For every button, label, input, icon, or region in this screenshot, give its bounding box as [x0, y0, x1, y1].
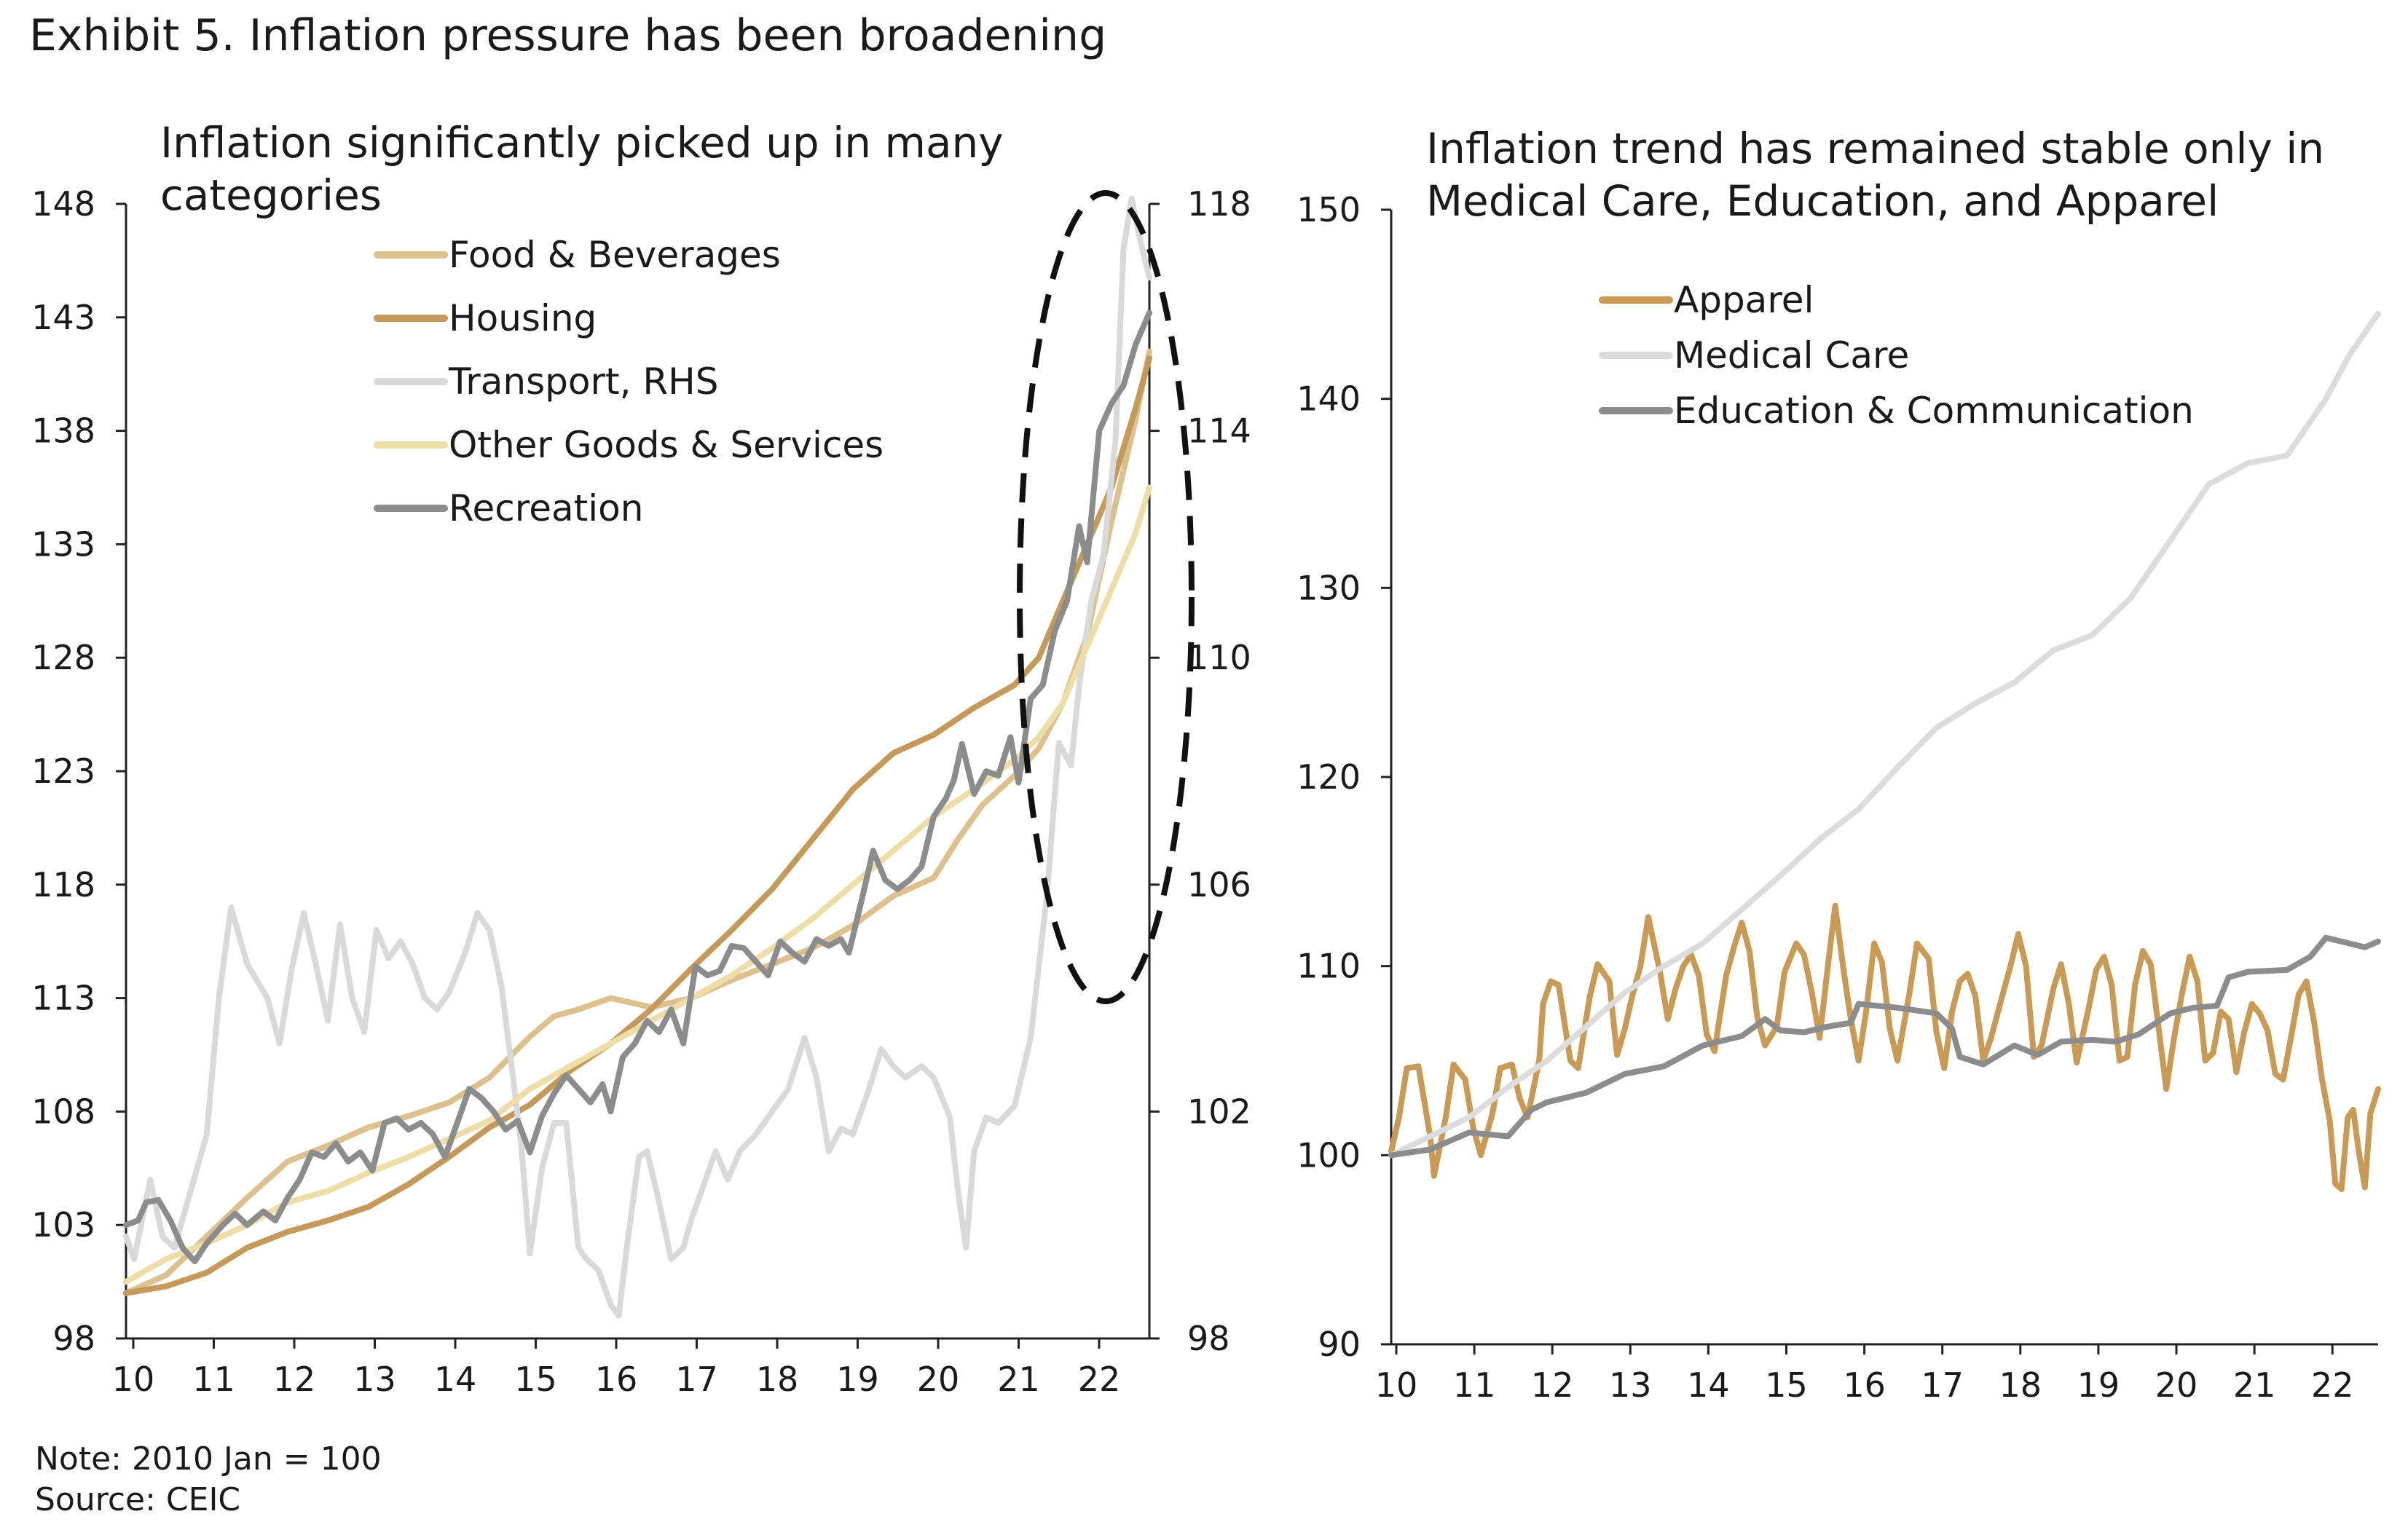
left-y-tick-label: 118: [31, 865, 95, 904]
right-x-tick-label: 18: [1999, 1365, 2042, 1405]
left-x-tick-label: 21: [997, 1360, 1040, 1399]
right-y-tick-label: 110: [1297, 947, 1361, 986]
series-education-communication-line: [1388, 934, 2381, 1159]
left-x-tick-label: 15: [514, 1360, 557, 1399]
legend-other-goods-services-label: Other Goods & Services: [449, 424, 884, 466]
exhibit-title: Exhibit 5. Inflation pressure has been b…: [29, 10, 1107, 61]
left-x-tick-label: 17: [675, 1360, 718, 1399]
left-y-tick-label: 103: [31, 1205, 95, 1245]
left-y-right-tick-label: 118: [1187, 184, 1251, 224]
right-x-tick-label: 21: [2233, 1365, 2276, 1405]
left-x-tick-label: 10: [112, 1360, 155, 1399]
right-x-tick-label: 22: [2311, 1365, 2354, 1405]
left-x-tick-label: 19: [836, 1360, 879, 1399]
right-y-tick-label: 90: [1318, 1325, 1361, 1364]
left-y-right-tick-label: 110: [1187, 638, 1251, 677]
left-y-tick-label: 128: [31, 638, 95, 677]
right-x-tick-label: 20: [2155, 1365, 2198, 1405]
legend-transport-rhs-label: Transport, RHS: [448, 360, 718, 403]
right-x-tick-label: 14: [1687, 1365, 1730, 1405]
series-housing-line: [123, 355, 1152, 1296]
left-y-tick-label: 98: [52, 1319, 95, 1358]
right-y-tick-label: 140: [1297, 379, 1361, 419]
right-chart-title-line-2: Medical Care, Education, and Apparel: [1426, 176, 2219, 226]
right-x-tick-label: 12: [1531, 1365, 1574, 1405]
series-apparel-line: [1388, 902, 2381, 1193]
left-x-tick-label: 12: [273, 1360, 316, 1399]
legend-food-beverages-label: Food & Beverages: [449, 234, 781, 276]
right-x-tick-label: 16: [1843, 1365, 1886, 1405]
left-chart-title: Inflation significantly picked up in man…: [160, 117, 1004, 221]
left-y-right-tick-label: 106: [1187, 865, 1251, 904]
highlight-ellipse: [1017, 190, 1195, 1004]
left-x-tick-label: 13: [353, 1360, 396, 1399]
left-y-right-tick-label: 102: [1187, 1092, 1251, 1131]
left-chart: 98 103 108 113 118 123 128 133 138 143 148 98 102 106…: [31, 184, 1251, 1399]
left-y-tick-label: 123: [31, 752, 95, 791]
right-y-tick-label: 130: [1297, 568, 1361, 607]
chart-source: Source: CEIC: [35, 1481, 241, 1518]
legend-recreation-label: Recreation: [449, 487, 643, 529]
right-x-tick-label: 19: [2077, 1365, 2120, 1405]
left-y-right-tick-label: 114: [1187, 411, 1251, 451]
right-x-tick-label: 10: [1375, 1365, 1418, 1405]
right-chart-title: Inflation trend has remained stable only…: [1426, 122, 2324, 227]
legend-housing-label: Housing: [449, 297, 597, 339]
legend-medical-care-label: Medical Care: [1674, 334, 1909, 376]
legend-apparel-label: Apparel: [1674, 279, 1814, 321]
series-recreation-line: [123, 309, 1152, 1265]
left-chart-title-line-1: Inflation significantly picked up in man…: [160, 118, 1004, 167]
left-x-tick-label: 14: [434, 1360, 477, 1399]
left-y-tick-label: 148: [31, 184, 95, 224]
left-y-right-tick-label: 98: [1187, 1319, 1230, 1358]
left-y-tick-label: 138: [31, 411, 95, 451]
right-y-tick-label: 120: [1297, 757, 1361, 797]
series-transport-rhs-line: [123, 195, 1152, 1319]
right-chart: 90 100 110 120 130 140 150 10 11 12 13 14 15 16 17 18 19…: [1297, 190, 2381, 1405]
right-chart-title-line-1: Inflation trend has remained stable only…: [1426, 124, 2325, 173]
series-medical-care-line: [1388, 310, 2381, 1159]
left-x-tick-label: 11: [192, 1360, 235, 1399]
right-y-tick-label: 100: [1297, 1135, 1361, 1175]
right-x-tick-label: 15: [1765, 1365, 1808, 1405]
right-x-tick-label: 13: [1609, 1365, 1652, 1405]
left-x-tick-label: 22: [1078, 1360, 1121, 1399]
left-x-tick-label: 20: [917, 1360, 960, 1399]
right-x-tick-label: 11: [1453, 1365, 1496, 1405]
left-y-tick-label: 133: [31, 524, 95, 564]
left-x-tick-label: 16: [595, 1360, 638, 1399]
left-chart-title-line-2: categories: [160, 170, 382, 220]
right-y-tick-label: 150: [1297, 190, 1361, 229]
left-y-tick-label: 108: [31, 1092, 95, 1131]
left-y-tick-label: 113: [31, 979, 95, 1018]
chart-note: Note: 2010 Jan = 100: [35, 1440, 382, 1478]
right-x-tick-label: 17: [1921, 1365, 1964, 1405]
left-y-tick-label: 143: [31, 298, 95, 337]
left-x-tick-label: 18: [756, 1360, 799, 1399]
legend-education-communication-label: Education & Communication: [1674, 390, 2194, 432]
